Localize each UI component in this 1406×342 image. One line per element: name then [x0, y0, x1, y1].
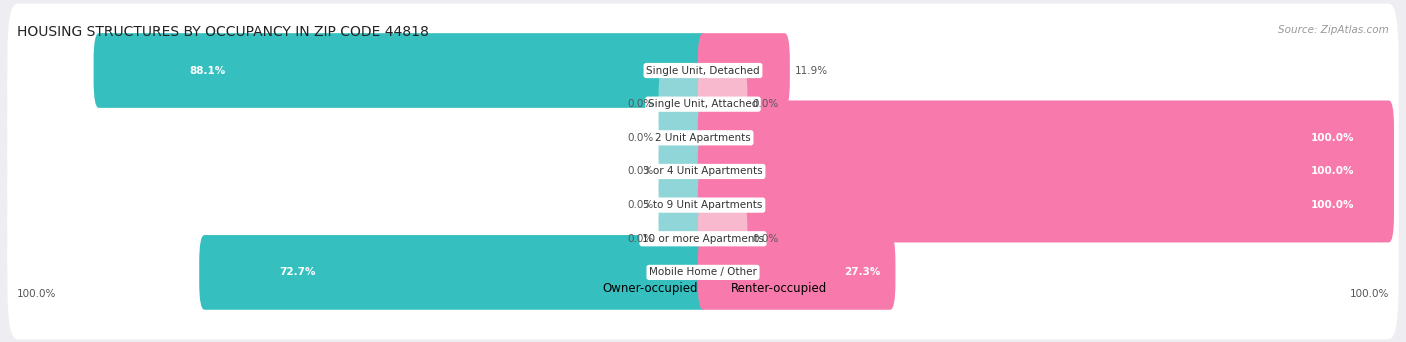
Text: 27.3%: 27.3% [845, 267, 880, 277]
FancyBboxPatch shape [658, 201, 709, 276]
Text: Single Unit, Attached: Single Unit, Attached [648, 99, 758, 109]
FancyBboxPatch shape [7, 71, 1399, 205]
Text: 100.0%: 100.0% [1350, 289, 1389, 299]
FancyBboxPatch shape [658, 67, 709, 142]
Text: 2 Unit Apartments: 2 Unit Apartments [655, 133, 751, 143]
FancyBboxPatch shape [7, 3, 1399, 137]
Text: 0.0%: 0.0% [627, 200, 654, 210]
Text: 72.7%: 72.7% [280, 267, 316, 277]
FancyBboxPatch shape [697, 201, 748, 276]
Text: 100.0%: 100.0% [1310, 133, 1354, 143]
Text: Mobile Home / Other: Mobile Home / Other [650, 267, 756, 277]
FancyBboxPatch shape [658, 168, 709, 242]
FancyBboxPatch shape [658, 101, 709, 175]
FancyBboxPatch shape [697, 134, 1393, 209]
FancyBboxPatch shape [697, 33, 790, 108]
Text: 0.0%: 0.0% [752, 99, 779, 109]
Text: 100.0%: 100.0% [17, 289, 56, 299]
Text: 100.0%: 100.0% [1310, 167, 1354, 176]
FancyBboxPatch shape [697, 101, 1393, 175]
FancyBboxPatch shape [200, 235, 709, 310]
FancyBboxPatch shape [658, 134, 709, 209]
Text: HOUSING STRUCTURES BY OCCUPANCY IN ZIP CODE 44818: HOUSING STRUCTURES BY OCCUPANCY IN ZIP C… [17, 25, 429, 39]
Text: Single Unit, Detached: Single Unit, Detached [647, 66, 759, 76]
Legend: Owner-occupied, Renter-occupied: Owner-occupied, Renter-occupied [574, 277, 832, 299]
Text: 0.0%: 0.0% [627, 99, 654, 109]
Text: 10 or more Apartments: 10 or more Apartments [643, 234, 763, 244]
FancyBboxPatch shape [697, 67, 748, 142]
FancyBboxPatch shape [94, 33, 709, 108]
FancyBboxPatch shape [697, 235, 896, 310]
Text: 11.9%: 11.9% [794, 66, 828, 76]
FancyBboxPatch shape [697, 168, 1393, 242]
FancyBboxPatch shape [7, 105, 1399, 238]
Text: 100.0%: 100.0% [1310, 200, 1354, 210]
FancyBboxPatch shape [7, 206, 1399, 339]
Text: 0.0%: 0.0% [752, 234, 779, 244]
Text: 88.1%: 88.1% [190, 66, 226, 76]
FancyBboxPatch shape [7, 37, 1399, 171]
Text: 3 or 4 Unit Apartments: 3 or 4 Unit Apartments [643, 167, 763, 176]
Text: 5 to 9 Unit Apartments: 5 to 9 Unit Apartments [644, 200, 762, 210]
FancyBboxPatch shape [7, 172, 1399, 306]
Text: Source: ZipAtlas.com: Source: ZipAtlas.com [1278, 25, 1389, 35]
FancyBboxPatch shape [7, 138, 1399, 272]
Text: 0.0%: 0.0% [627, 234, 654, 244]
Text: 0.0%: 0.0% [627, 133, 654, 143]
Text: 0.0%: 0.0% [627, 167, 654, 176]
